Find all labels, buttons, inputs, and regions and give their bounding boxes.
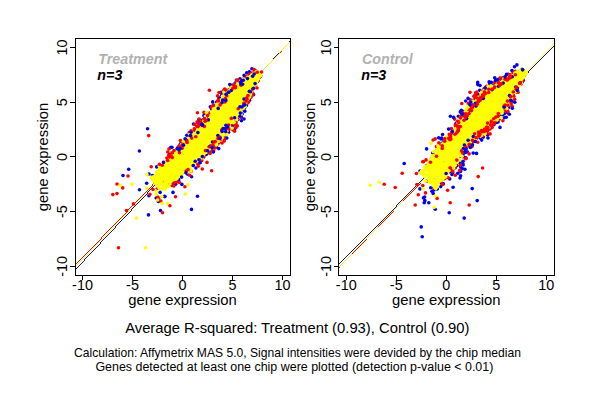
svg-text:gene expression: gene expression (35, 103, 51, 212)
svg-text:0: 0 (318, 153, 334, 161)
svg-text:5: 5 (318, 98, 334, 106)
svg-text:-10: -10 (54, 256, 70, 277)
svg-text:-10: -10 (72, 277, 93, 293)
svg-text:5: 5 (54, 98, 70, 106)
svg-text:-10: -10 (336, 277, 357, 293)
svg-text:n=3: n=3 (361, 67, 386, 83)
svg-text:10: 10 (274, 277, 290, 293)
svg-text:5: 5 (492, 277, 500, 293)
svg-text:0: 0 (442, 277, 450, 293)
svg-text:10: 10 (538, 277, 554, 293)
svg-text:0: 0 (178, 277, 186, 293)
svg-text:Average R-squared: Treatment (: Average R-squared: Treatment (0.93), Con… (125, 320, 469, 336)
svg-text:Calculation: Affymetrix MAS 5.: Calculation: Affymetrix MAS 5.0, Signal … (74, 346, 521, 360)
svg-text:-5: -5 (126, 277, 139, 293)
svg-text:Treatment: Treatment (98, 51, 168, 67)
svg-text:-5: -5 (54, 205, 70, 218)
svg-text:-5: -5 (318, 205, 334, 218)
svg-text:gene expression: gene expression (392, 292, 501, 308)
svg-text:gene expression: gene expression (302, 103, 318, 212)
svg-text:Genes detected at least one ch: Genes detected at least one chip were pl… (95, 360, 493, 374)
svg-text:10: 10 (318, 39, 334, 55)
svg-text:0: 0 (54, 153, 70, 161)
svg-text:-5: -5 (390, 277, 403, 293)
svg-text:n=3: n=3 (97, 67, 122, 83)
svg-text:Control: Control (362, 51, 414, 67)
svg-text:10: 10 (54, 39, 70, 55)
svg-text:-10: -10 (318, 256, 334, 277)
svg-text:5: 5 (228, 277, 236, 293)
svg-text:gene expression: gene expression (128, 292, 237, 308)
